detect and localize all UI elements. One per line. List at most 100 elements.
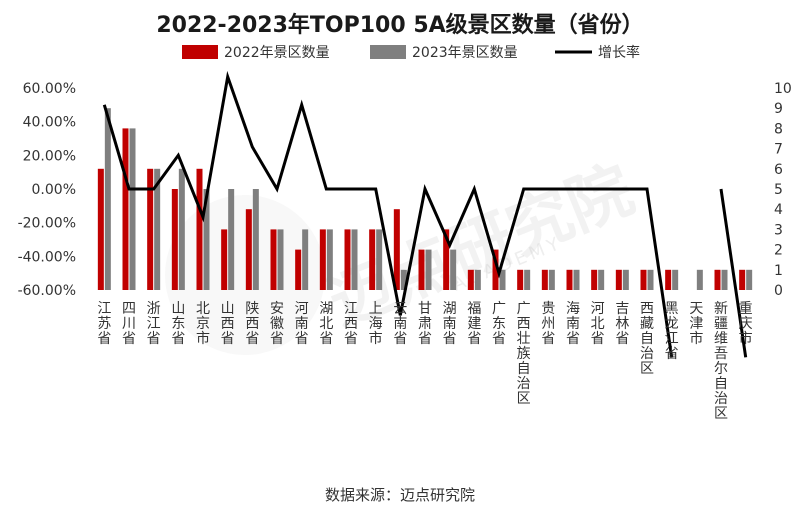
bar-2022-10 — [344, 229, 351, 290]
category-label: 河北省 — [591, 301, 605, 347]
right-tick-label: 0 — [774, 283, 783, 299]
bar-2023-17 — [524, 269, 531, 290]
bar-2022-5 — [221, 229, 228, 290]
right-tick-label: 5 — [774, 182, 783, 198]
category-label: 上海市 — [369, 301, 383, 347]
right-tick-label: 10 — [774, 81, 792, 97]
bar-2023-13 — [425, 249, 432, 290]
right-tick-label: 4 — [774, 202, 783, 218]
category-label: 浙江省 — [147, 301, 161, 347]
left-tick-label: -40.00% — [18, 249, 76, 265]
bar-2022-23 — [665, 269, 672, 290]
category-label: 山东省 — [171, 301, 185, 347]
bar-2023-1 — [129, 128, 136, 290]
bar-2023-3 — [178, 168, 185, 290]
bar-2023-22 — [647, 269, 654, 290]
bar-2022-0 — [97, 168, 104, 290]
left-tick-label: 40.00% — [23, 115, 76, 131]
bar-2022-22 — [640, 269, 647, 290]
legend-label-growth: 增长率 — [598, 44, 640, 61]
bars-layer — [97, 108, 753, 290]
bar-2023-26 — [746, 269, 753, 290]
bar-2023-6 — [252, 189, 259, 290]
bar-2023-8 — [302, 229, 309, 290]
bar-2023-16 — [499, 269, 506, 290]
category-label: 黑龙江省 — [665, 301, 679, 362]
bar-2023-7 — [277, 229, 284, 290]
category-label: 海南省 — [566, 301, 580, 347]
growth-line-layer — [102, 70, 748, 358]
category-label: 新疆维吾尔自治区 — [714, 301, 728, 422]
legend-label-2022: 2022年景区数量 — [224, 45, 330, 61]
category-label: 天津市 — [689, 301, 703, 347]
bar-2023-12 — [400, 269, 407, 290]
bar-2022-17 — [517, 269, 524, 290]
category-label: 云南省 — [393, 301, 407, 347]
category-label: 陕西省 — [245, 301, 259, 347]
bar-2022-26 — [739, 269, 746, 290]
bar-2023-9 — [326, 229, 333, 290]
bar-2022-8 — [295, 249, 302, 290]
bar-2022-25 — [714, 269, 721, 290]
bar-2023-20 — [598, 269, 605, 290]
bar-2022-11 — [369, 229, 376, 290]
right-tick-label: 2 — [774, 243, 783, 259]
bar-2023-21 — [622, 269, 629, 290]
category-label: 河南省 — [295, 301, 309, 347]
right-tick-label: 6 — [774, 162, 783, 178]
left-tick-label: -20.00% — [18, 216, 76, 232]
bar-2023-23 — [672, 269, 679, 290]
bar-2022-19 — [566, 269, 573, 290]
bar-2023-14 — [450, 249, 457, 290]
right-tick-label: 7 — [774, 142, 783, 158]
bar-2022-21 — [615, 269, 622, 290]
category-label: 江西省 — [344, 301, 358, 347]
bar-2023-0 — [104, 108, 111, 290]
right-tick-label: 1 — [774, 263, 783, 279]
legend-swatch-2022 — [182, 45, 218, 59]
category-label: 北京市 — [196, 301, 210, 347]
bar-2022-14 — [443, 229, 450, 290]
category-label: 贵州省 — [541, 301, 555, 347]
category-label: 西藏自治区 — [640, 301, 654, 377]
right-tick-label: 8 — [774, 121, 783, 137]
source-note: 数据来源：迈点研究院 — [325, 486, 475, 504]
bar-2022-15 — [467, 269, 474, 290]
category-label: 安徽省 — [270, 301, 284, 347]
right-tick-label: 3 — [774, 222, 783, 238]
left-tick-label: 20.00% — [23, 148, 76, 164]
bar-2022-2 — [147, 168, 154, 290]
bar-2022-7 — [270, 229, 277, 290]
legend-swatch-2023 — [370, 45, 406, 59]
category-label: 广东省 — [492, 301, 506, 347]
bar-2023-24 — [696, 269, 703, 290]
category-label: 广西壮族自治区 — [517, 301, 531, 407]
bar-2022-16 — [492, 249, 499, 290]
bar-2023-11 — [376, 229, 383, 290]
left-tick-label: 0.00% — [32, 182, 76, 198]
category-label: 甘肃省 — [418, 301, 432, 347]
bar-2023-19 — [573, 269, 580, 290]
bar-2022-12 — [393, 209, 400, 290]
legend-label-2023: 2023年景区数量 — [412, 45, 518, 61]
bar-2022-1 — [122, 128, 129, 290]
bar-2022-18 — [541, 269, 548, 290]
category-label: 湖南省 — [443, 301, 457, 347]
category-label: 重庆市 — [739, 301, 753, 347]
category-label: 福建省 — [467, 301, 481, 347]
bar-2023-15 — [474, 269, 481, 290]
category-label: 四川省 — [122, 301, 136, 347]
left-tick-label: -60.00% — [18, 283, 76, 299]
left-tick-label: 60.00% — [23, 81, 76, 97]
bar-2022-13 — [418, 249, 425, 290]
bar-2022-20 — [591, 269, 598, 290]
x-axis-categories: 江苏省四川省浙江省山东省北京市山西省陕西省安徽省河南省湖北省江西省上海市云南省甘… — [97, 301, 752, 422]
chart-title: 2022-2023年TOP100 5A级景区数量（省份） — [156, 12, 643, 38]
bar-2023-25 — [721, 269, 728, 290]
category-label: 湖北省 — [319, 301, 333, 347]
bar-2023-2 — [154, 168, 161, 290]
bar-2023-4 — [203, 189, 210, 290]
bar-2023-5 — [228, 189, 235, 290]
